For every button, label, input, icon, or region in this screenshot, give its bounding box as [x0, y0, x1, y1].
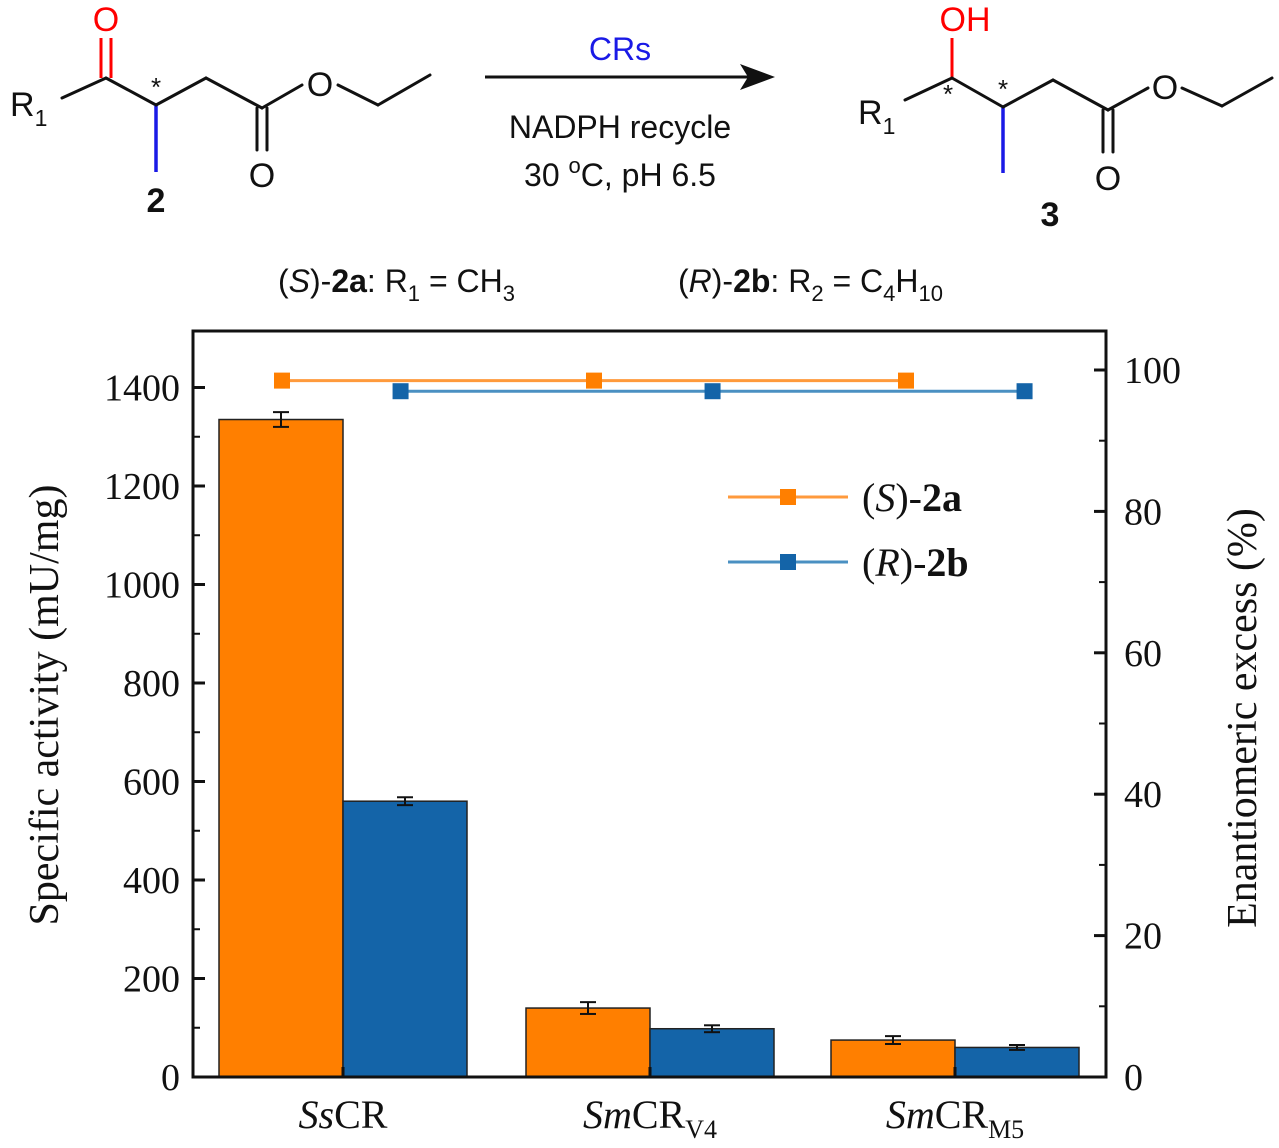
catalyst-label: CRs: [589, 31, 651, 67]
left-tick-label: 800: [123, 663, 180, 705]
bond: [204, 76, 264, 110]
right-tick-label: 60: [1124, 633, 1162, 675]
legend-marker: [780, 554, 796, 570]
r-group: R1: [858, 94, 895, 139]
condition-line-1: NADPH recycle: [509, 109, 731, 145]
right-tick-label: 80: [1124, 491, 1162, 533]
bar-2a: [218, 418, 344, 1078]
bond: [154, 76, 208, 107]
ee-marker: [586, 372, 602, 389]
ee-series-layer: [274, 372, 1033, 400]
left-axis: 0 200 400 600 800 1000 1200 1400: [104, 368, 205, 1099]
reaction-arrow: CRs NADPH recycle 30 oC, pH 6.5: [485, 31, 775, 193]
arrow-head: [740, 64, 775, 90]
bond: [950, 76, 1005, 109]
substrate-2a-definition: (S)-2a: R1 = CH3: [278, 263, 515, 306]
right-tick-label: 20: [1124, 916, 1162, 958]
bond: [260, 83, 304, 110]
carbonyl-oxygen: O: [249, 157, 275, 195]
product-structure: OH R1 * * O O 3: [858, 1, 1274, 234]
left-tick-label: 600: [123, 762, 180, 804]
right-tick-label: 0: [1124, 1057, 1143, 1099]
x-category-label: SmCRV4: [583, 1092, 717, 1144]
left-tick-label: 1400: [104, 368, 180, 410]
bar-2b: [342, 800, 468, 1078]
stereocenter-mark: *: [998, 74, 1008, 104]
bond: [903, 76, 954, 102]
carbonyl-oxygen: O: [1095, 160, 1121, 198]
bond: [1220, 76, 1274, 108]
ee-marker: [1016, 383, 1033, 400]
ee-marker: [704, 383, 721, 400]
x-category-label: SsCR: [299, 1092, 388, 1137]
bond: [1180, 86, 1224, 108]
bond: [1001, 78, 1055, 109]
reactant-structure: O R1 * O O 2: [10, 1, 432, 220]
x-category-label: SmCRM5: [886, 1092, 1024, 1144]
right-tick-label: 40: [1124, 774, 1162, 816]
bond: [376, 73, 432, 107]
hydroxyl-group: OH: [940, 1, 991, 39]
right-tick-label: 100: [1124, 350, 1181, 392]
legend-label: (S)-2a: [862, 475, 962, 520]
compound-label-3: 3: [1041, 196, 1060, 234]
ee-marker: [898, 372, 914, 389]
left-tick-label: 400: [123, 860, 180, 902]
chart: 0 200 400 600 800 1000 1200 1400 0 20 40 60 80 100 S…: [22, 329, 1266, 1144]
left-tick-label: 1000: [104, 565, 180, 607]
condition-line-2: 30 oC, pH 6.5: [524, 153, 716, 193]
left-axis-label: Specific activity (mU/mg): [22, 485, 68, 926]
ester-oxygen: O: [1152, 69, 1178, 107]
substrate-2b-definition: (R)-2b: R2 = C4H10: [678, 263, 943, 306]
ee-marker: [392, 383, 409, 400]
left-tick-label: 200: [123, 959, 180, 1001]
bar-2a: [830, 1039, 956, 1078]
bond: [336, 83, 380, 107]
error-bar-layer: [273, 411, 1025, 1051]
left-tick-label: 1200: [104, 466, 180, 508]
stereocenter-mark: *: [151, 72, 161, 102]
right-axis-label: Enantiomeric excess (%): [1220, 508, 1266, 928]
bond: [1051, 78, 1110, 112]
r-group: R1: [10, 86, 47, 131]
bar-2a: [525, 1007, 651, 1078]
ee-marker: [274, 372, 290, 389]
bar-2b: [649, 1027, 775, 1078]
bar-layer: [218, 418, 1080, 1078]
x-axis-categories: SsCR SmCRV4 SmCRM5: [299, 1067, 1024, 1144]
bond: [1106, 86, 1150, 112]
right-axis: 0 20 40 60 80 100: [1094, 350, 1181, 1099]
left-tick-label: 0: [161, 1057, 180, 1099]
bond: [60, 76, 108, 100]
legend: (S)-2a (R)-2b: [728, 475, 969, 585]
legend-label: (R)-2b: [862, 540, 969, 585]
legend-marker: [780, 489, 796, 505]
compound-label-2: 2: [147, 182, 166, 220]
ester-oxygen: O: [307, 66, 333, 104]
bar-2b: [954, 1046, 1080, 1078]
stereocenter-mark: *: [943, 79, 953, 109]
bond: [104, 76, 158, 107]
ketone-oxygen: O: [93, 1, 119, 39]
